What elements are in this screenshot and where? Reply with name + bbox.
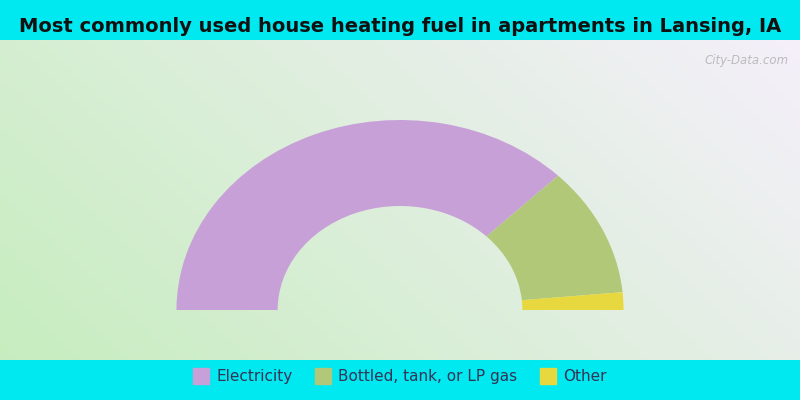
Wedge shape [522, 292, 623, 310]
Text: City-Data.com: City-Data.com [704, 54, 788, 67]
Wedge shape [177, 120, 558, 310]
Text: Most commonly used house heating fuel in apartments in Lansing, IA: Most commonly used house heating fuel in… [19, 17, 781, 36]
Wedge shape [486, 176, 622, 300]
Legend: Electricity, Bottled, tank, or LP gas, Other: Electricity, Bottled, tank, or LP gas, O… [187, 362, 613, 390]
